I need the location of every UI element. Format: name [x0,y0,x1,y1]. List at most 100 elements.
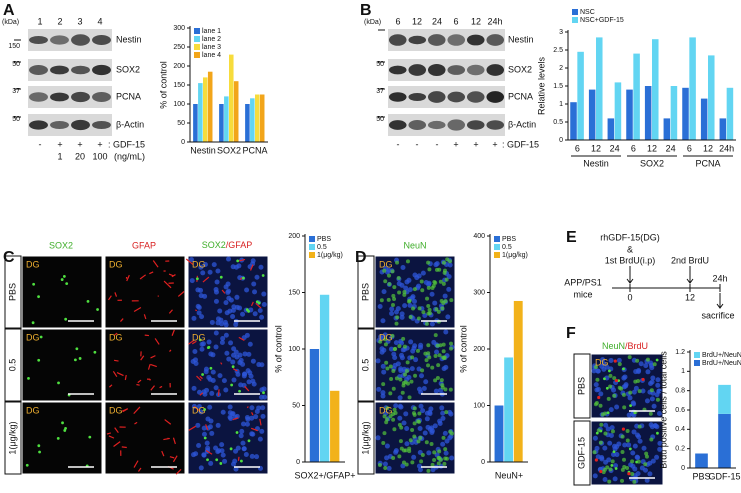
marker: 50 [376,116,384,123]
neun [418,435,423,440]
treatment: + [77,139,82,149]
cell [617,379,621,383]
header-part: SOX2 [202,240,226,250]
nucleus [418,344,424,350]
nucleus [429,291,435,297]
cell [603,377,606,381]
neun [397,290,402,295]
nucleus [639,465,645,471]
y-axis-label: % of control [273,325,283,373]
nucleus [425,424,431,430]
nucleus [648,422,654,428]
filament [114,427,119,434]
nucleus [638,361,644,367]
blot-band [466,34,485,46]
bar [689,37,696,140]
blot-band [71,65,90,75]
nucleus [192,348,198,354]
nucleus [393,449,399,455]
neun [387,273,392,278]
cell [93,350,97,354]
neun [652,362,657,367]
neun [625,438,630,443]
treatment: + [57,139,62,149]
nucleus [649,396,655,402]
bar-segment [695,453,708,468]
neun [434,307,439,312]
neun [433,378,438,383]
neun [397,344,402,349]
cell [236,259,240,263]
bar [626,89,633,140]
nucleus [634,432,640,438]
nucleus [204,387,210,393]
nucleus [238,433,244,439]
timeline-text: 2nd BrdU [671,255,709,265]
y-tick-label: 0.4 [675,426,685,433]
neun [420,453,425,458]
legend-label: BrdU+/NeuN+ [702,360,741,367]
bar [198,83,203,142]
neun [620,467,625,472]
bar [513,300,523,462]
nucleus [214,279,220,285]
bar [588,89,596,140]
filament [250,427,258,432]
nucleus [613,463,619,469]
nucleus [230,264,236,270]
nucleus [440,441,446,447]
nucleus [237,352,243,358]
nucleus [399,355,405,361]
neun [388,391,393,396]
header-part: / [226,240,229,250]
nucleus [608,357,614,363]
neun [608,373,613,378]
nucleus [206,339,212,345]
filament [137,379,142,384]
blot-band [427,34,446,46]
neun [391,293,396,298]
blot-band [486,91,505,103]
neun [598,440,603,445]
neun [426,304,431,309]
y-tick-label: 200 [473,346,485,353]
filament [164,419,172,425]
blot-band [408,35,427,45]
timeline-text: sacrifice [701,310,734,320]
y-tick-label: 400 [473,233,485,240]
blot-band [427,91,446,103]
legend-swatch [309,244,315,250]
bar [596,37,603,140]
cell [96,308,99,311]
neun [442,270,447,275]
row-box [4,255,22,329]
blot-band [50,92,69,102]
nucleus [393,340,399,346]
cell [610,464,614,467]
cell [62,275,66,278]
neun [416,419,421,424]
neun [621,457,626,462]
neun [435,343,440,348]
bar [219,104,224,142]
filament [126,274,130,282]
cell [628,447,632,451]
nucleus [656,388,662,394]
blot-band [29,120,48,130]
marker: 150 [8,43,20,50]
nucleus [220,452,226,458]
marker: 37 [376,88,384,95]
nucleus [648,362,654,368]
nucleus [418,403,424,409]
nucleus [231,461,237,467]
nucleus [403,285,409,291]
filament [169,349,172,352]
micrograph [104,328,186,402]
nucleus [236,263,242,269]
neun [419,459,424,464]
row-label: 1(μg/kg) [7,421,17,454]
cell [608,369,611,373]
x-tick-label: 12 [591,143,601,153]
row-label: 1(μg/kg) [360,421,370,454]
column-header: GFAP [132,240,156,250]
